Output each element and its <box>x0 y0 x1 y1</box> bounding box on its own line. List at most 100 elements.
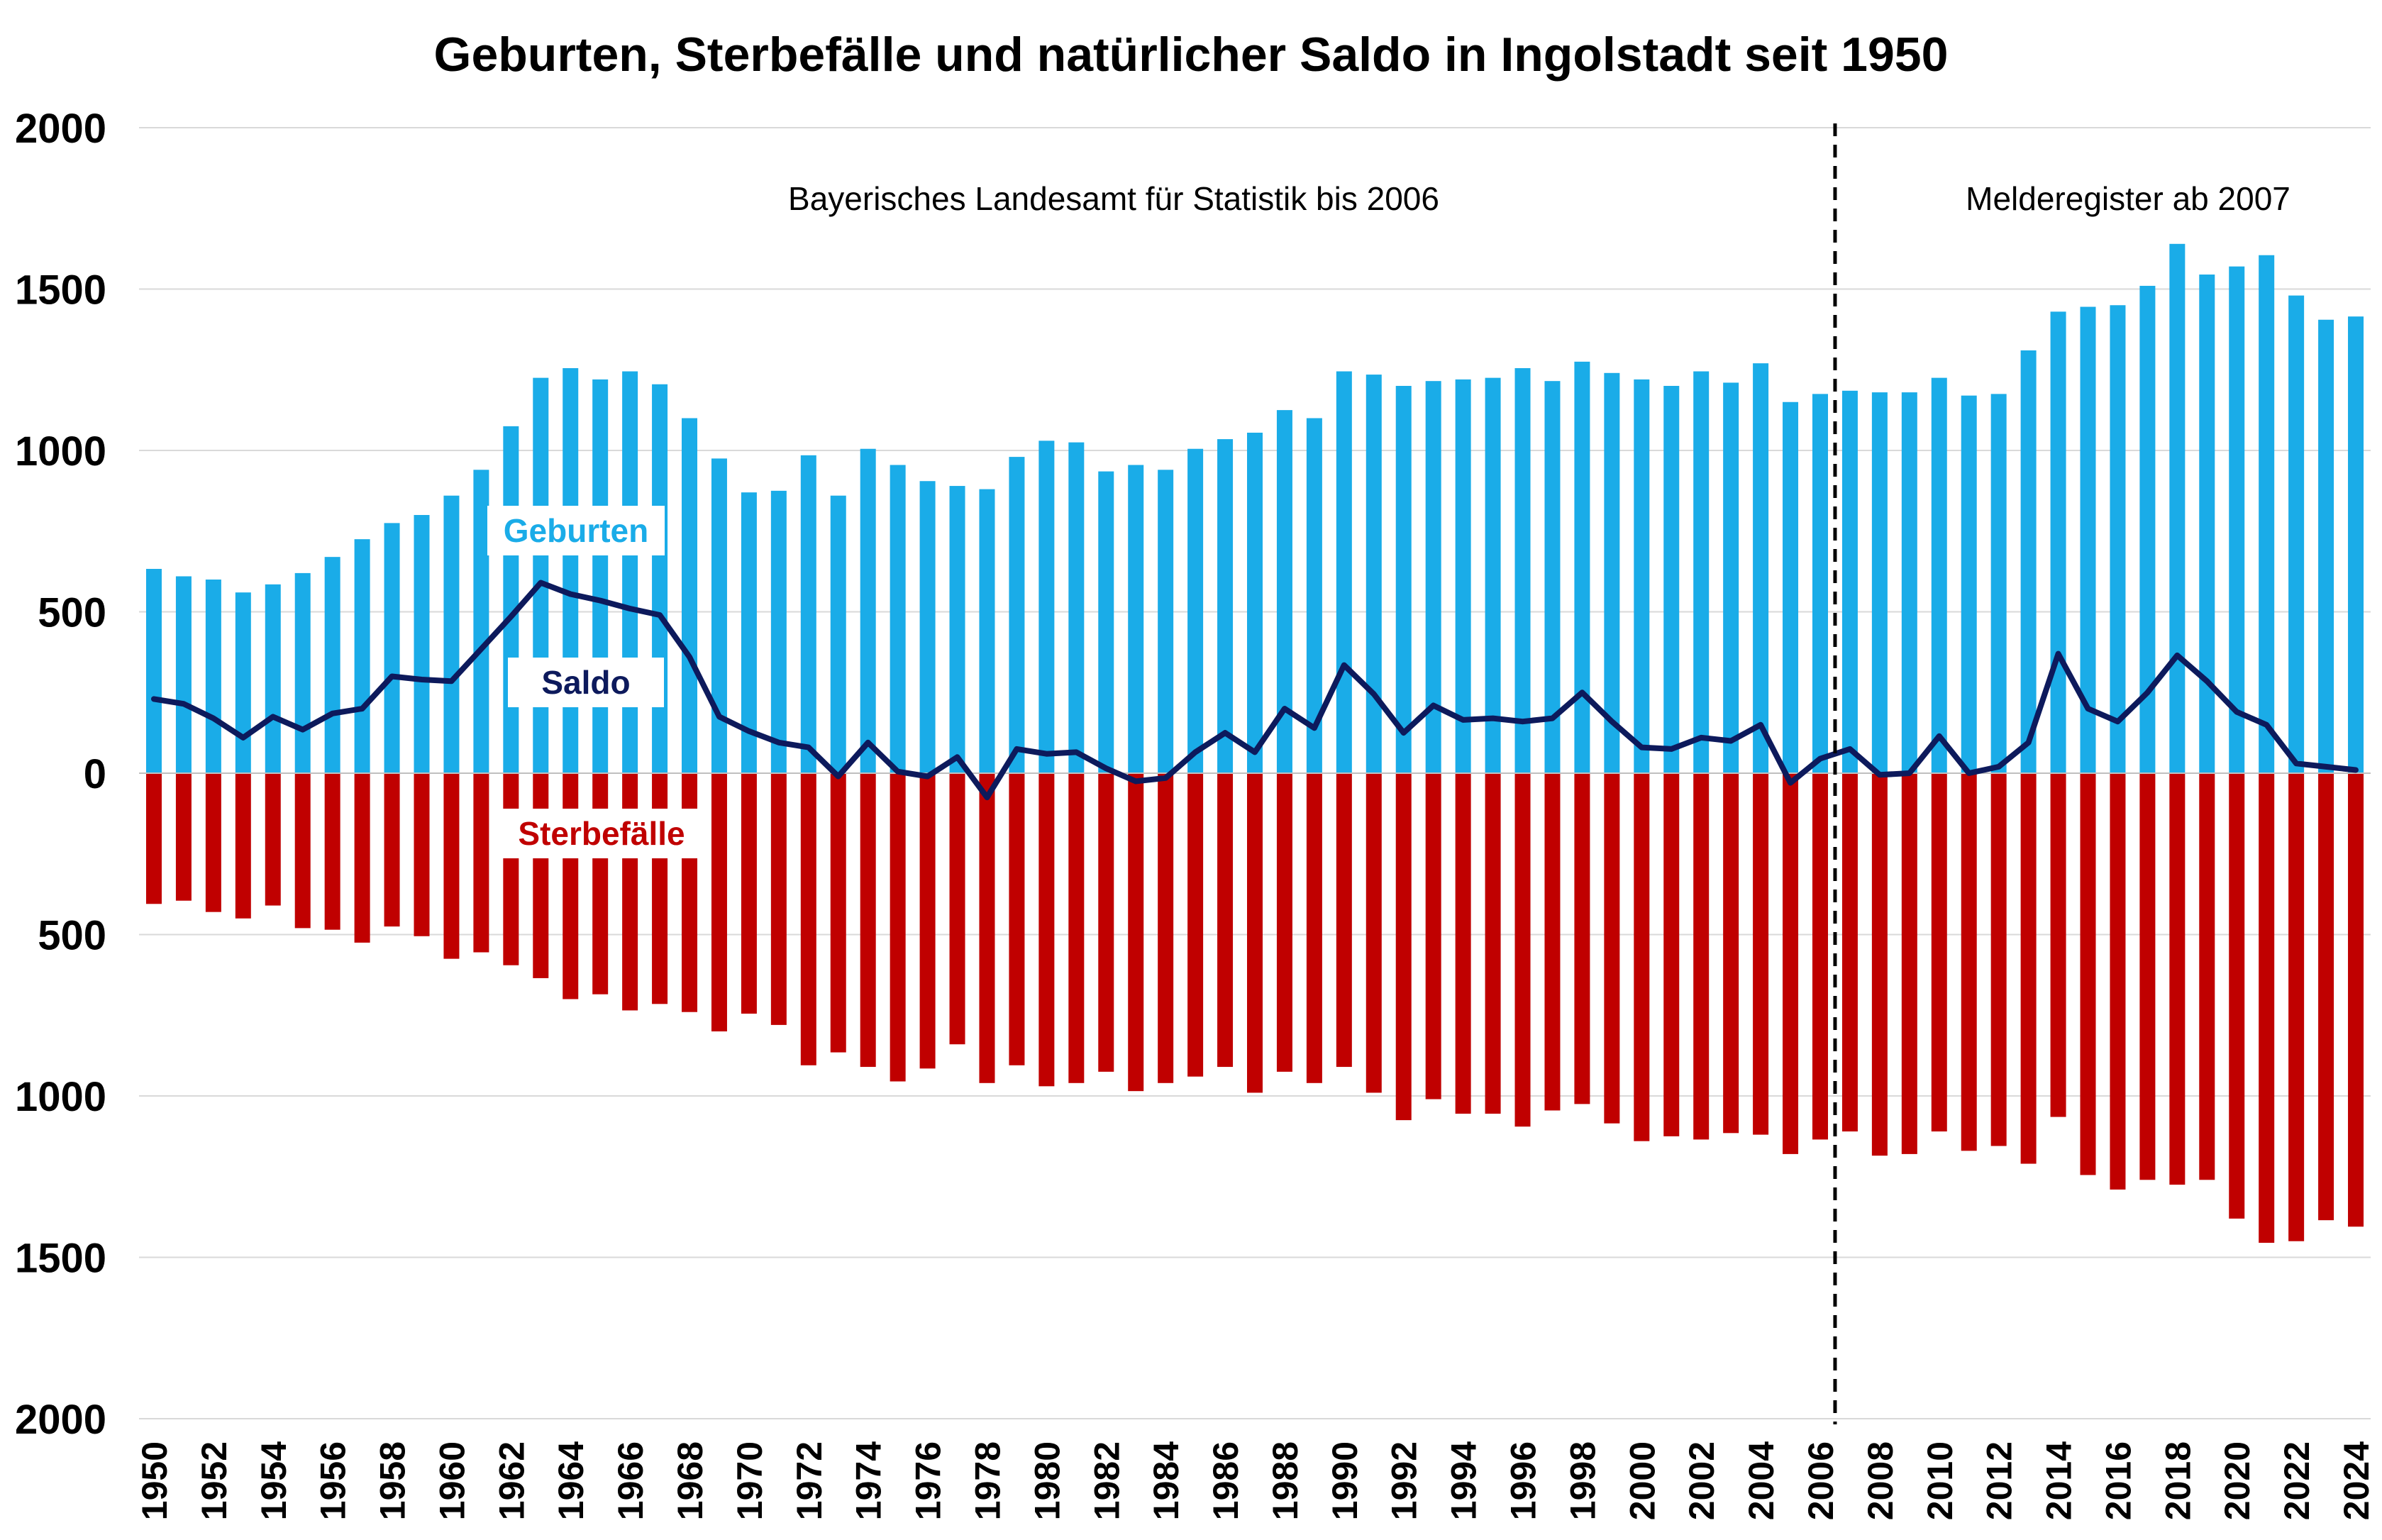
bar-geburten <box>592 379 609 773</box>
source-label-left: Bayerisches Landesamt für Statistik bis … <box>788 180 1439 217</box>
bar-sterbefaelle <box>1038 773 1055 1087</box>
saldo-line <box>151 580 2359 801</box>
bar-sterbefaelle <box>235 773 251 919</box>
bar-geburten <box>2050 311 2066 774</box>
bar-geburten <box>1990 394 2007 773</box>
x-tick-label: 1954 <box>254 1441 294 1520</box>
bar-geburten <box>2259 255 2275 774</box>
bar-sterbefaelle <box>1723 773 1739 1134</box>
x-tick-label: 1988 <box>1265 1441 1305 1520</box>
x-tick-label: 1992 <box>1385 1441 1424 1520</box>
bar-sterbefaelle <box>1544 773 1561 1111</box>
label-saldo-box <box>508 658 664 707</box>
bar-geburten <box>652 384 668 773</box>
x-tick-label: 1974 <box>849 1441 889 1520</box>
bar-geburten <box>175 576 192 773</box>
bar-geburten <box>919 481 936 773</box>
bar-geburten <box>2288 295 2305 774</box>
bar-geburten <box>324 557 340 773</box>
bar-sterbefaelle <box>2259 773 2275 1243</box>
bar-sterbefaelle <box>2288 773 2305 1241</box>
y-tick-label: 500 <box>38 913 106 959</box>
bar-geburten <box>145 568 162 773</box>
bar-sterbefaelle <box>1634 773 1650 1141</box>
bar-geburten <box>1663 386 1680 773</box>
bar-sterbefaelle <box>2110 773 2126 1190</box>
bar-sterbefaelle <box>324 773 340 930</box>
x-tick-label: 1970 <box>730 1441 770 1520</box>
bar-sterbefaelle <box>1841 773 1858 1132</box>
y-tick-label: 1000 <box>15 1074 106 1120</box>
x-tick-label: 1982 <box>1087 1441 1126 1520</box>
bar-sterbefaelle <box>711 773 727 1031</box>
bar-sterbefaelle <box>1604 773 1620 1124</box>
bar-sterbefaelle <box>741 773 757 1014</box>
bar-geburten <box>1723 382 1739 773</box>
bar-geburten <box>1276 410 1292 773</box>
bar-geburten <box>294 572 311 773</box>
bar-sterbefaelle <box>949 773 965 1045</box>
bar-sterbefaelle <box>1068 773 1085 1083</box>
bar-sterbefaelle <box>2318 773 2334 1221</box>
bar-sterbefaelle <box>1217 773 1234 1068</box>
bar-sterbefaelle <box>443 773 460 959</box>
x-tick-label: 2004 <box>1741 1441 1781 1520</box>
bar-geburten <box>1544 381 1561 773</box>
bar-sterbefaelle <box>1753 773 1769 1135</box>
bar-geburten <box>1931 377 1947 773</box>
x-tick-label: 2024 <box>2337 1441 2376 1520</box>
bar-geburten <box>622 371 638 773</box>
bar-geburten <box>979 489 995 773</box>
x-tick-label: 1994 <box>1444 1441 1484 1520</box>
label-geburten: Geburten <box>504 512 648 549</box>
y-tick-label: 1500 <box>15 267 106 314</box>
bar-geburten <box>800 455 816 773</box>
bar-sterbefaelle <box>1931 773 1947 1132</box>
bar-geburten <box>2139 285 2156 773</box>
bar-sterbefaelle <box>2020 773 2037 1164</box>
bar-geburten <box>2169 243 2186 773</box>
bar-sterbefaelle <box>1990 773 2007 1146</box>
bar-geburten <box>384 523 400 773</box>
bars <box>145 243 2364 1243</box>
bar-geburten <box>503 426 519 773</box>
bar-sterbefaelle <box>414 773 430 936</box>
x-tick-label: 1958 <box>373 1441 413 1520</box>
bar-sterbefaelle <box>1395 773 1412 1121</box>
bar-sterbefaelle <box>1158 773 1174 1083</box>
bar-geburten <box>2318 319 2334 774</box>
y-tick-label: 1000 <box>15 428 106 475</box>
bar-sterbefaelle <box>830 773 846 1053</box>
bar-sterbefaelle <box>1098 773 1114 1072</box>
x-tick-label: 2020 <box>2217 1441 2257 1520</box>
bar-sterbefaelle <box>890 773 906 1082</box>
saldo-line-path <box>151 580 2359 801</box>
bar-geburten <box>1693 371 1710 773</box>
bar-geburten <box>1395 386 1412 773</box>
label-sterbefaelle: Sterbefälle <box>518 815 685 852</box>
x-tick-label: 1972 <box>790 1441 829 1520</box>
bar-sterbefaelle <box>2080 773 2096 1175</box>
bar-geburten <box>265 584 281 773</box>
bar-sterbefaelle <box>2050 773 2066 1117</box>
bar-sterbefaelle <box>592 773 609 995</box>
bar-geburten <box>1068 442 1085 773</box>
bar-geburten <box>2020 350 2037 773</box>
bar-sterbefaelle <box>1485 773 1501 1114</box>
bar-sterbefaelle <box>1366 773 1382 1093</box>
bar-sterbefaelle <box>1336 773 1352 1068</box>
bar-sterbefaelle <box>563 773 579 999</box>
x-tick-label: 1960 <box>432 1441 472 1520</box>
bar-sterbefaelle <box>800 773 816 1065</box>
bar-geburten <box>1425 381 1441 773</box>
bar-geburten <box>1366 375 1382 773</box>
chart-title: Geburten, Sterbefälle und natürlicher Sa… <box>433 28 1949 82</box>
x-tick-label: 1998 <box>1563 1441 1602 1520</box>
bar-sterbefaelle <box>652 773 668 1004</box>
x-tick-label: 2014 <box>2039 1441 2079 1520</box>
label-saldo: Saldo <box>541 664 630 701</box>
bar-geburten <box>205 580 221 773</box>
bar-geburten <box>2199 275 2215 773</box>
bar-sterbefaelle <box>1783 773 1799 1154</box>
bar-sterbefaelle <box>2199 773 2215 1180</box>
